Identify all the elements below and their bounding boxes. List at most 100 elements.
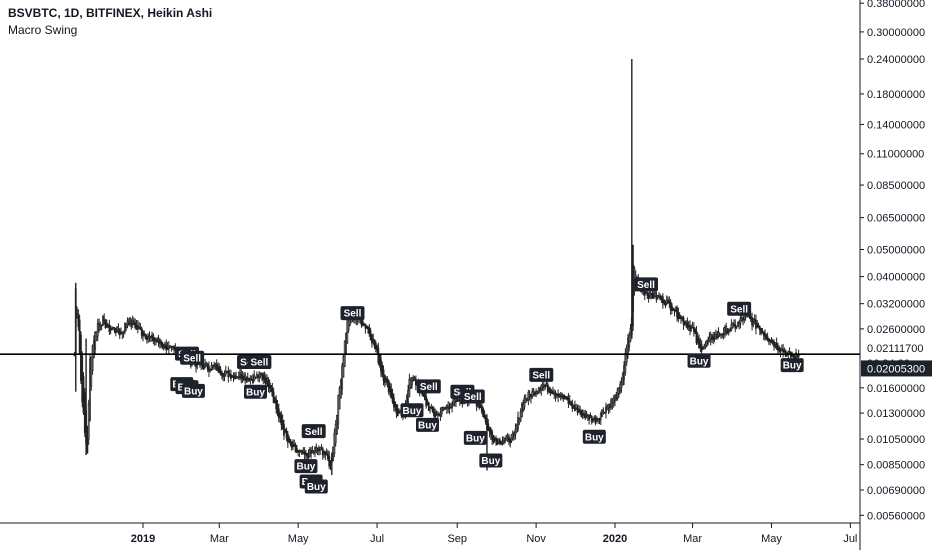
sell-signal-label[interactable]: Sell bbox=[416, 379, 441, 394]
candle-body bbox=[114, 329, 117, 334]
candle-body bbox=[303, 451, 306, 456]
candle-body bbox=[670, 305, 673, 312]
buy-signal-label[interactable]: Buy bbox=[687, 353, 711, 368]
candle-body bbox=[598, 418, 601, 421]
buy-signal-label[interactable]: Buy bbox=[582, 429, 606, 444]
buy-signal-label[interactable]: Buy bbox=[181, 383, 205, 398]
candle-body bbox=[144, 333, 147, 340]
candle-body bbox=[323, 451, 325, 454]
candle-body bbox=[541, 384, 544, 389]
buy-signal-label[interactable]: Buy bbox=[304, 479, 328, 494]
candle-body bbox=[774, 342, 777, 345]
candle-body bbox=[253, 375, 256, 382]
candle-body bbox=[254, 377, 257, 380]
candle-body bbox=[524, 398, 527, 403]
candle-body bbox=[275, 399, 278, 410]
candle-body bbox=[514, 428, 517, 435]
candle-body bbox=[561, 393, 563, 397]
candle-body bbox=[558, 394, 561, 397]
candle-body bbox=[739, 317, 742, 324]
candle-body bbox=[261, 373, 263, 376]
candle-body bbox=[80, 334, 82, 381]
candle-body bbox=[205, 363, 208, 366]
candle-body bbox=[339, 380, 342, 399]
candle-body bbox=[554, 392, 557, 396]
sell-signal-label[interactable]: Sell bbox=[340, 306, 365, 321]
candle-body bbox=[505, 435, 508, 441]
last-price-bg bbox=[861, 360, 932, 377]
candle-body bbox=[385, 378, 388, 381]
candle-body bbox=[511, 432, 514, 439]
candle-body bbox=[429, 406, 431, 409]
indicator-name[interactable]: Macro Swing bbox=[8, 23, 78, 37]
horizontal-line-price-label[interactable]: 0.02111700 bbox=[867, 343, 923, 355]
candle-body bbox=[239, 372, 241, 378]
candle-body bbox=[158, 339, 161, 344]
signal-text: Sell bbox=[305, 427, 323, 438]
sell-signal-label[interactable]: Sell bbox=[247, 354, 272, 369]
candle-body bbox=[580, 409, 583, 418]
candle-body bbox=[628, 334, 631, 347]
candle-body bbox=[720, 333, 722, 336]
candle-body bbox=[708, 337, 711, 343]
candle-body bbox=[771, 340, 774, 344]
candle-body bbox=[272, 391, 275, 404]
buy-signal-label[interactable]: Buy bbox=[400, 403, 424, 418]
candle-body bbox=[607, 403, 610, 409]
candle-body bbox=[382, 369, 385, 381]
sell-signal-label[interactable]: Sell bbox=[529, 367, 554, 382]
buy-signal-label[interactable]: Buy bbox=[244, 384, 268, 399]
candle-body bbox=[386, 379, 389, 383]
sell-signal-label[interactable]: Sell bbox=[301, 424, 326, 439]
candle-body bbox=[509, 438, 512, 443]
symbol-title[interactable]: BSVBTC, 1D, BITFINEX, Heikin Ashi bbox=[8, 6, 213, 20]
buy-signal-label[interactable]: Buy bbox=[463, 430, 487, 445]
candle-body bbox=[584, 414, 587, 418]
time-tick-label: Jul bbox=[370, 533, 384, 545]
price-tick-label: 0.02600000 bbox=[867, 324, 925, 336]
candle-body bbox=[586, 414, 589, 417]
candle-body bbox=[620, 382, 623, 388]
price-tick-label: 0.08500000 bbox=[867, 180, 925, 192]
candle-body bbox=[435, 413, 438, 416]
candle-body bbox=[245, 376, 248, 381]
candle-body bbox=[169, 345, 172, 348]
sell-signal-label[interactable]: Sell bbox=[727, 301, 752, 316]
time-tick-label: Mar bbox=[683, 533, 702, 545]
signal-text: Buy bbox=[585, 432, 604, 443]
time-tick-label: May bbox=[288, 533, 309, 545]
buy-signal-label[interactable]: Buy bbox=[294, 459, 318, 474]
candle-body bbox=[656, 295, 659, 298]
sell-signal-label[interactable]: Sell bbox=[460, 389, 485, 404]
sell-signal-label[interactable]: Sell bbox=[634, 277, 659, 292]
candle-body bbox=[213, 365, 216, 368]
buy-signal-label[interactable]: Buy bbox=[415, 417, 439, 432]
price-tick-label: 0.06500000 bbox=[867, 213, 925, 225]
candle-body bbox=[499, 440, 501, 445]
signal-badge bbox=[416, 379, 441, 394]
price-tick-label: 0.38000000 bbox=[867, 0, 925, 10]
last-price-badge[interactable]: 0.02005300 bbox=[861, 360, 932, 377]
candle-body bbox=[479, 404, 482, 407]
candle-body bbox=[341, 365, 344, 390]
candle-body bbox=[456, 399, 459, 403]
candle-body bbox=[408, 379, 411, 397]
candle-body bbox=[689, 325, 691, 332]
candle-body bbox=[430, 406, 433, 409]
buy-signal-label[interactable]: Buy bbox=[479, 453, 503, 468]
candle-body bbox=[396, 408, 399, 417]
candle-body bbox=[782, 349, 785, 353]
signal-badge bbox=[479, 453, 503, 468]
candle-body bbox=[126, 320, 129, 327]
candle-body bbox=[487, 423, 490, 431]
candle-body bbox=[797, 354, 800, 358]
candle-body bbox=[605, 406, 607, 413]
candle-body bbox=[492, 434, 495, 442]
sell-signal-label[interactable]: Sell bbox=[180, 350, 205, 365]
candle-body bbox=[103, 317, 106, 322]
buy-signal-label[interactable]: Buy bbox=[780, 358, 804, 373]
candle-body bbox=[337, 395, 340, 425]
candle-body bbox=[571, 402, 574, 409]
